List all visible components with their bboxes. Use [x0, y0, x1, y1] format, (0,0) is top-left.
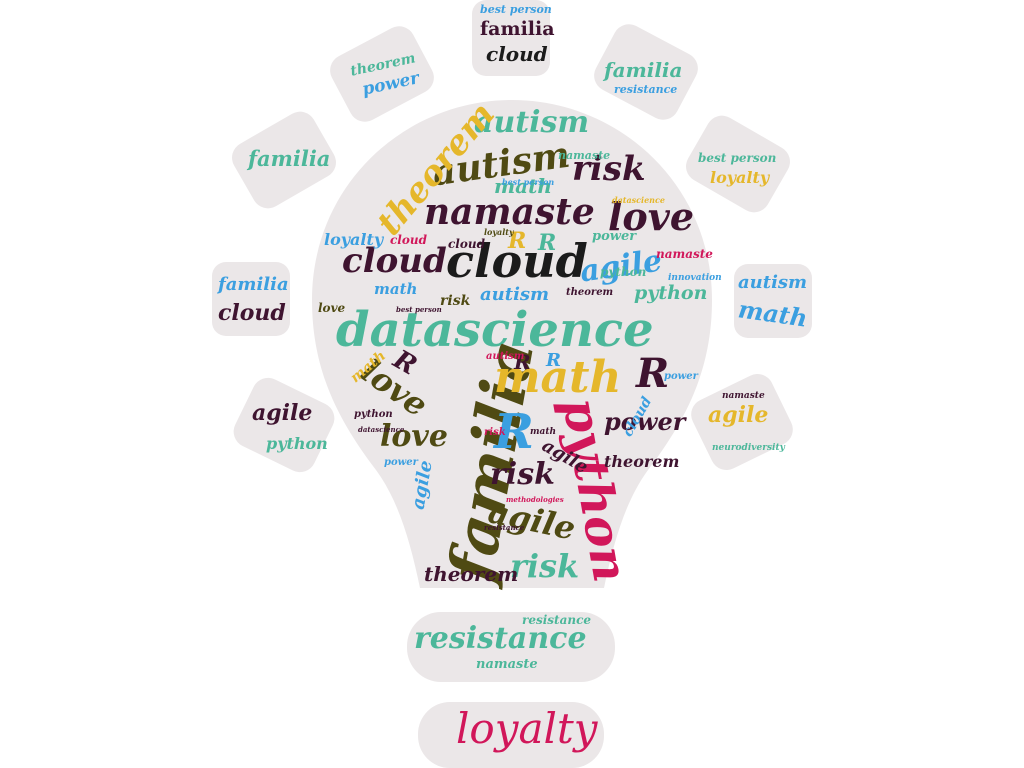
word: resistance — [614, 83, 678, 96]
ray-top-left — [330, 26, 434, 122]
word: R — [508, 228, 527, 254]
word: python — [354, 409, 393, 420]
word: datascience — [336, 302, 654, 358]
word: best person — [698, 151, 777, 165]
bulb-base-band-1 — [407, 612, 615, 682]
word: loyalty — [710, 168, 770, 187]
word: R — [546, 350, 561, 371]
word: autism — [480, 284, 550, 305]
word: risk — [440, 293, 471, 309]
word: resistance — [484, 523, 525, 532]
word: R — [514, 350, 531, 374]
word: cloud — [448, 237, 485, 251]
word: autism — [474, 105, 590, 140]
ray-left-upper — [232, 111, 336, 209]
word: math — [374, 280, 418, 298]
word: R — [538, 230, 557, 256]
word: datascience — [612, 195, 665, 205]
bulb-base-band-2 — [418, 702, 604, 768]
word: cloud — [446, 234, 588, 288]
word: familia — [218, 274, 289, 295]
word: risk — [510, 547, 580, 585]
word: math — [494, 174, 552, 198]
word: resistance — [522, 613, 592, 627]
ray-right-upper — [686, 115, 790, 213]
word: namaste — [722, 391, 765, 401]
word: math — [494, 352, 622, 403]
word: namaste — [656, 247, 713, 261]
word: loyalty — [456, 704, 598, 753]
word: python — [634, 282, 708, 304]
word: cloud — [342, 241, 447, 281]
word: neurodiversity — [712, 443, 785, 453]
word: best person — [396, 305, 442, 314]
word: cloud — [390, 233, 427, 247]
word: risk — [484, 427, 506, 438]
word: namaste — [476, 657, 538, 672]
ray-left-middle — [212, 262, 290, 336]
word: cloud — [486, 42, 548, 66]
word: power — [592, 229, 637, 244]
word: resistance — [414, 621, 587, 656]
word: loyalty — [484, 227, 514, 237]
word: math — [530, 427, 557, 437]
word: power — [664, 371, 698, 382]
word: agile — [252, 400, 313, 426]
word: autism — [486, 351, 525, 362]
word: love — [318, 301, 346, 315]
word: theorem — [604, 452, 680, 471]
ray-top-center — [472, 0, 550, 76]
word: best person — [480, 3, 552, 16]
word: love — [608, 194, 695, 239]
ray-left-lower — [233, 377, 335, 473]
word: python — [266, 434, 328, 453]
word: namaste — [424, 191, 595, 233]
word: theorem — [566, 287, 614, 298]
word: familia — [604, 58, 683, 82]
word: power — [604, 407, 686, 436]
word: risk — [490, 457, 555, 492]
word: namaste — [558, 149, 611, 162]
word: agile — [708, 402, 769, 428]
word: risk — [572, 149, 646, 189]
word: R — [636, 350, 670, 397]
word: familia — [480, 18, 555, 40]
word: R — [494, 404, 534, 460]
word: methodologies — [506, 495, 564, 504]
word: autism — [738, 272, 808, 293]
bulb-glass — [312, 100, 712, 588]
ray-right-middle — [734, 264, 812, 338]
ray-top-right — [594, 24, 698, 120]
word: datascience — [358, 425, 405, 434]
word: python — [600, 265, 647, 279]
word: cloud — [218, 300, 286, 326]
word: innovation — [668, 273, 722, 283]
word: theorem — [424, 562, 519, 586]
word: love — [380, 419, 448, 454]
word: loyalty — [324, 230, 384, 249]
word: best person — [502, 177, 555, 187]
ray-right-lower — [691, 373, 793, 471]
word: familia — [248, 146, 331, 171]
word: power — [384, 457, 418, 468]
